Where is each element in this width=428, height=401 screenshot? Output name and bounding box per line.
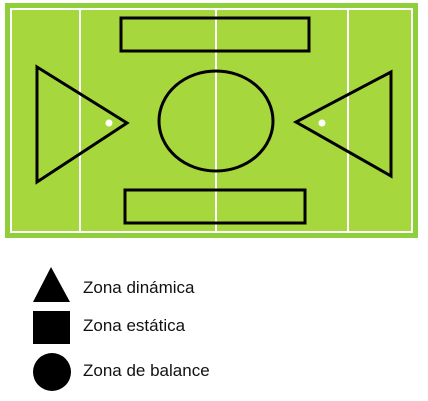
dynamic-zone-right [292, 69, 393, 179]
spot-right [318, 119, 326, 127]
spot-left [105, 119, 113, 127]
legend-label-balance: Zona de balance [83, 361, 210, 380]
dynamic-zone-left [35, 64, 130, 185]
legend-item-balance: Zona de balance [30, 352, 330, 392]
field-diagram [5, 3, 418, 238]
legend-label-static: Zona estática [83, 316, 186, 335]
balance-zone-center [157, 69, 275, 173]
legend-label-dynamic: Zona dinámica [83, 278, 195, 297]
field-surface [10, 8, 413, 233]
static-zone-bottom [123, 188, 307, 225]
legend-item-dynamic: Zona dinámica [30, 267, 330, 307]
circle-icon [33, 353, 71, 391]
square-icon [33, 311, 70, 344]
triangle-icon [33, 267, 70, 302]
legend-item-static: Zona estática [30, 311, 330, 351]
static-zone-top [119, 16, 311, 53]
